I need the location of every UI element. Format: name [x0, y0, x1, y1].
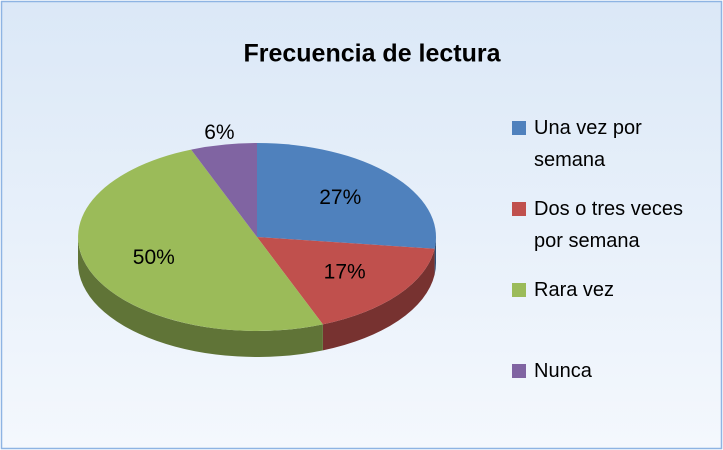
- legend-swatch: [512, 121, 526, 135]
- slice: [257, 143, 437, 249]
- legend-label: Nunca: [534, 360, 592, 382]
- slice-side: [434, 237, 436, 275]
- slice: [78, 149, 323, 331]
- legend-item: Nunca: [512, 355, 707, 436]
- legend-swatch: [512, 283, 526, 297]
- legend-label: Una vez por semana: [534, 117, 642, 171]
- slice-side: [78, 237, 323, 357]
- legend-item: Rara vez: [512, 274, 707, 355]
- chart-title: Frecuencia de lectura: [243, 40, 501, 68]
- legend-item: Una vez por semana: [512, 112, 707, 193]
- pie: 27% 17% 50% 6%: [78, 121, 437, 357]
- slice: [257, 237, 435, 325]
- slice: [191, 143, 257, 237]
- legend-label: Rara vez: [534, 279, 615, 301]
- legend-swatch: [512, 202, 526, 216]
- slice-side: [322, 248, 435, 351]
- data-label: 50%: [133, 246, 175, 269]
- data-label: 17%: [324, 260, 366, 283]
- data-label: 6%: [204, 121, 234, 144]
- legend-item: Dos o tres veces por semana: [512, 193, 707, 274]
- legend-swatch: [512, 364, 526, 378]
- data-label: 27%: [319, 186, 361, 209]
- legend: Una vez por semana Dos o tres veces por s…: [512, 112, 707, 436]
- legend-label: Dos o tres veces por semana: [534, 198, 683, 252]
